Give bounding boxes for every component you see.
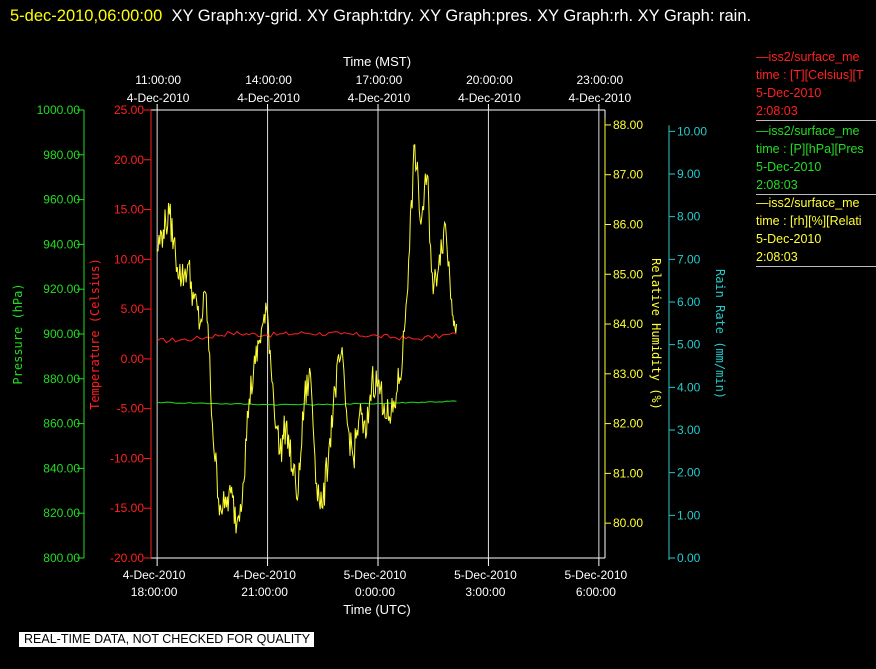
rain-axis-title: Rain Rate (mm/min) — [713, 269, 727, 399]
pres-tick-label: 820.00 — [43, 506, 80, 520]
tdry-tick-label: 5.00 — [121, 302, 145, 316]
x-tick-label-time: 3:00:00 — [465, 585, 505, 599]
legend-series-desc: time : [T][Celsius][T — [756, 68, 864, 82]
pres-tick-label: 880.00 — [43, 372, 80, 386]
x-axis-title-utc: Time (UTC) — [343, 602, 410, 617]
legend-entry-pressure: —iss2/surface_me time : [P][hPa][Pres 5-… — [756, 122, 876, 195]
rh-tick-label: 88.00 — [613, 118, 643, 132]
legend-entry-humidity: —iss2/surface_me time : [rh][%][Relati 5… — [756, 194, 876, 267]
rain-tick-label: 8.00 — [677, 210, 701, 224]
tdry-tick-label: 0.00 — [121, 352, 145, 366]
tdry-tick-label: -15.00 — [110, 501, 144, 515]
legend-series-name: —iss2/surface_me — [756, 124, 860, 138]
x-tick-label-date: 5-Dec-2010 — [344, 568, 407, 582]
top-tick-label-date: 4-Dec-2010 — [237, 91, 300, 105]
rh-axis-title: Relative Humidity (%) — [649, 258, 663, 410]
rain-tick-label: 9.00 — [677, 167, 701, 181]
rain-tick-label: 10.00 — [677, 124, 707, 138]
legend-date: 5-Dec-2010 — [756, 160, 822, 174]
x-tick-label-date: 5-Dec-2010 — [565, 568, 628, 582]
rh-tick-label: 86.00 — [613, 217, 643, 231]
rh-tick-label: 87.00 — [613, 168, 643, 182]
tdry-series-line — [156, 330, 457, 344]
legend-time: 2:08:03 — [756, 250, 798, 264]
x-tick-label-time: 6:00:00 — [576, 585, 616, 599]
legend-series-desc: time : [P][hPa][Pres — [756, 142, 864, 156]
top-tick-label-time: 14:00:00 — [245, 73, 292, 87]
pres-tick-label: 980.00 — [43, 148, 80, 162]
legend-time: 2:08:03 — [756, 178, 798, 192]
pres-tick-label: 860.00 — [43, 417, 80, 431]
pres-tick-label: 960.00 — [43, 193, 80, 207]
rain-tick-label: 4.00 — [677, 380, 701, 394]
top-tick-label-date: 4-Dec-2010 — [458, 91, 521, 105]
header-date: 5-dec-2010,06:00:00 — [10, 7, 163, 25]
x-tick-label-date: 4-Dec-2010 — [123, 568, 186, 582]
rh-tick-label: 81.00 — [613, 466, 643, 480]
top-tick-label-date: 4-Dec-2010 — [569, 91, 632, 105]
top-tick-label-time: 23:00:00 — [577, 73, 624, 87]
tdry-tick-label: 25.00 — [114, 103, 144, 117]
rain-tick-label: 5.00 — [677, 338, 701, 352]
rain-tick-label: 7.00 — [677, 252, 701, 266]
tdry-tick-label: 10.00 — [114, 252, 144, 266]
rh-tick-label: 83.00 — [613, 367, 643, 381]
top-tick-label-time: 11:00:00 — [135, 73, 181, 87]
rain-tick-label: 3.00 — [677, 423, 701, 437]
rain-tick-label: 6.00 — [677, 295, 701, 309]
legend-date: 5-Dec-2010 — [756, 86, 822, 100]
pres-tick-label: 900.00 — [43, 327, 80, 341]
tdry-axis-title: Temperature (Celsius) — [88, 258, 102, 410]
quality-notice: REAL-TIME DATA, NOT CHECKED FOR QUALITY — [19, 632, 315, 647]
legend-series-desc: time : [rh][%][Relati — [756, 214, 862, 228]
pres-tick-label: 840.00 — [43, 461, 80, 475]
x-tick-label-time: 18:00:00 — [131, 585, 178, 599]
rh-tick-label: 80.00 — [613, 516, 643, 530]
top-tick-label-date: 4-Dec-2010 — [127, 91, 190, 105]
x-axis-title-mst: Time (MST) — [343, 54, 411, 69]
x-tick-label-time: 21:00:00 — [241, 585, 288, 599]
pres-tick-label: 920.00 — [43, 282, 80, 296]
rh-series-line — [156, 144, 457, 534]
pres-tick-label: 800.00 — [43, 551, 80, 565]
title-bar: 5-dec-2010,06:00:00 XY Graph:xy-grid. XY… — [10, 2, 860, 31]
rh-tick-label: 85.00 — [613, 267, 643, 281]
legend-entry-temperature: —iss2/surface_me time : [T][Celsius][T 5… — [756, 48, 876, 121]
header-graph-list: XY Graph:xy-grid. XY Graph:tdry. XY Grap… — [171, 7, 752, 25]
top-tick-label-date: 4-Dec-2010 — [348, 91, 411, 105]
legend-series-name: —iss2/surface_me — [756, 50, 860, 64]
pres-tick-label: 1000.00 — [37, 103, 81, 117]
top-tick-label-time: 20:00:00 — [466, 73, 513, 87]
tdry-tick-label: 20.00 — [114, 153, 144, 167]
x-tick-label-time: 0:00:00 — [355, 585, 395, 599]
tdry-tick-label: 15.00 — [114, 203, 144, 217]
rain-tick-label: 2.00 — [677, 466, 701, 480]
rain-tick-label: 0.00 — [677, 551, 701, 565]
legend-date: 5-Dec-2010 — [756, 232, 822, 246]
pres-series-line — [157, 400, 457, 406]
rh-tick-label: 82.00 — [613, 417, 643, 431]
tdry-tick-label: -20.00 — [110, 551, 144, 565]
pres-tick-label: 940.00 — [43, 237, 80, 251]
legend-time: 2:08:03 — [756, 104, 798, 118]
x-tick-label-date: 5-Dec-2010 — [454, 568, 517, 582]
tdry-tick-label: -10.00 — [110, 451, 144, 465]
rain-tick-label: 1.00 — [677, 508, 701, 522]
rh-tick-label: 84.00 — [613, 317, 643, 331]
top-tick-label-time: 17:00:00 — [356, 73, 403, 87]
pres-axis-title: Pressure (hPa) — [11, 283, 25, 384]
tdry-tick-label: -5.00 — [117, 402, 145, 416]
x-tick-label-date: 4-Dec-2010 — [233, 568, 296, 582]
legend-series-name: —iss2/surface_me — [756, 196, 860, 210]
